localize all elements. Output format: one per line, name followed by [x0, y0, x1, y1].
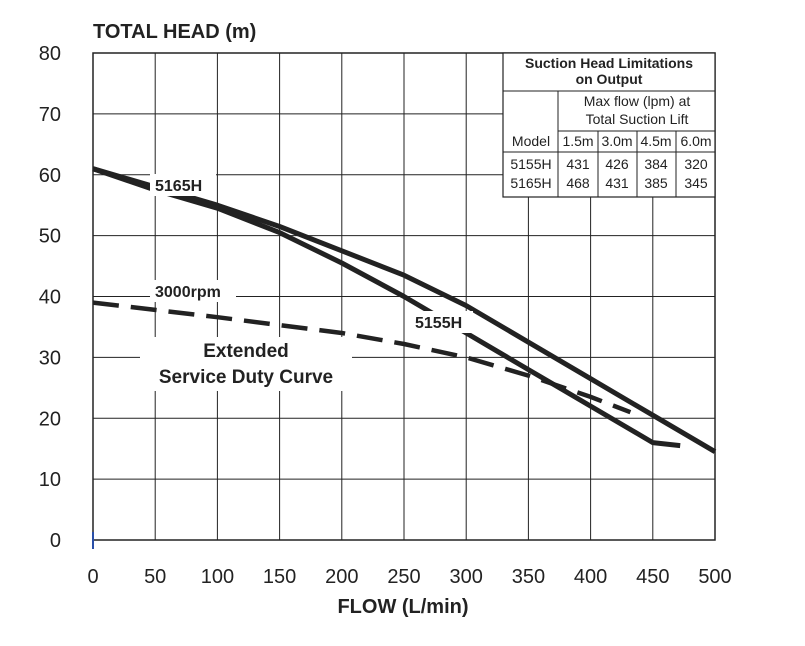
x-tick-label: 450	[636, 566, 669, 588]
x-tick-label: 350	[512, 566, 545, 588]
y-tick-label: 40	[39, 287, 61, 309]
x-tick-label: 50	[144, 566, 166, 588]
x-tick-label: 100	[201, 566, 234, 588]
table-col-header: Model	[512, 133, 550, 149]
series-line-5165h	[92, 166, 717, 454]
extended-label-bg	[140, 337, 352, 391]
table-cell: 431	[605, 175, 629, 191]
suction-head-table: Suction Head Limitations on Output Max f…	[502, 52, 716, 198]
table-cell: 384	[644, 156, 668, 172]
x-tick-label: 250	[387, 566, 420, 588]
extended-label-line2: Service Duty Curve	[159, 367, 333, 388]
label-3000rpm-bg	[150, 280, 236, 302]
table-cell: 426	[605, 156, 629, 172]
table-col-header: 3.0m	[601, 133, 632, 149]
y-tick-label: 60	[39, 165, 61, 187]
y-tick-label: 50	[39, 226, 61, 248]
y-tick-label: 70	[39, 104, 61, 126]
table-col-header: 1.5m	[562, 133, 593, 149]
table-cell: 431	[566, 156, 590, 172]
label-5165h: 5165H	[155, 178, 202, 195]
extended-label-line1: Extended	[203, 341, 289, 362]
x-tick-label: 500	[698, 566, 731, 588]
curves	[92, 166, 717, 454]
label-5165h-bg	[150, 174, 216, 196]
table-cell: 468	[566, 175, 590, 191]
y-tick-label: 20	[39, 408, 61, 430]
x-tick-label: 0	[87, 566, 98, 588]
table-cell: 5165H	[510, 175, 551, 191]
series-line-3000rpm	[92, 300, 632, 415]
table-header-line2: Total Suction Lift	[586, 111, 689, 127]
series-line-5155h	[92, 166, 681, 449]
table-col-header: 6.0m	[680, 133, 711, 149]
y-tick-label: 10	[39, 469, 61, 491]
y-tick-label: 0	[50, 530, 61, 552]
x-tick-label: 300	[450, 566, 483, 588]
table-bg	[502, 52, 716, 198]
x-axis-title: FLOW (L/min)	[337, 596, 468, 618]
plot-frame	[92, 52, 716, 541]
label-5155h-bg	[411, 311, 473, 333]
table-cell: 385	[644, 175, 668, 191]
x-tick-label: 400	[574, 566, 607, 588]
table-cell: 345	[684, 175, 708, 191]
y-tick-label: 80	[39, 43, 61, 65]
y-axis-title: TOTAL HEAD (m)	[93, 21, 256, 43]
table-cell: 5155H	[510, 156, 551, 172]
y-tick-label: 30	[39, 347, 61, 369]
label-3000rpm: 3000rpm	[155, 284, 221, 301]
table-title-line2: on Output	[576, 71, 643, 87]
table-header-line1: Max flow (lpm) at	[584, 93, 691, 109]
table-cell: 320	[684, 156, 708, 172]
x-tick-label: 150	[263, 566, 296, 588]
table-title-line1: Suction Head Limitations	[525, 55, 693, 71]
label-5155h: 5155H	[415, 315, 462, 332]
axis-ticks: 0 50 100 150 200 250 300 350 400 450 500 0 10 20 30 40 5…	[39, 43, 732, 588]
x-tick-label: 200	[325, 566, 358, 588]
table-col-header: 4.5m	[640, 133, 671, 149]
